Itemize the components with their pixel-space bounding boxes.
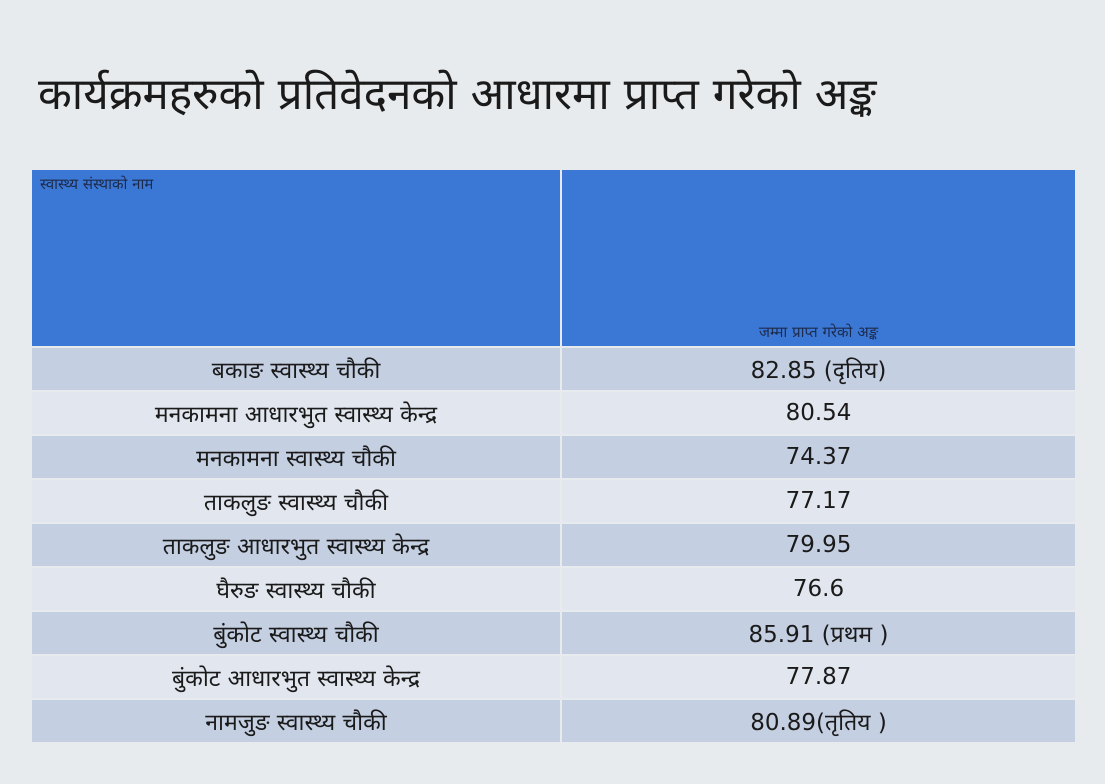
score-table: स्वास्थ्य संस्थाको नाम जम्मा प्राप्त गरेक… — [30, 168, 1077, 744]
header-cell: जम्मा प्राप्त गरेको अङ्क — [560, 168, 1077, 348]
score: 80.54 — [560, 390, 1077, 436]
table-row: मनकामना स्वास्थ्य चौकी 74.37 — [30, 434, 1077, 480]
facility-name: ताकलुङ आधारभुत स्वास्थ्य केन्द्र — [30, 522, 562, 568]
score: 77.87 — [560, 654, 1077, 700]
table-row: मनकामना आधारभुत स्वास्थ्य केन्द्र 80.54 — [30, 390, 1077, 436]
score: 82.85 (दृतिय) — [560, 346, 1077, 392]
facility-name: ताकलुङ स्वास्थ्य चौकी — [30, 478, 562, 524]
score: 80.89(तृतिय ) — [560, 698, 1077, 744]
facility-name: नामजुङ स्वास्थ्य चौकी — [30, 698, 562, 744]
facility-name: घैरुङ स्वास्थ्य चौकी — [30, 566, 562, 612]
header-row: स्वास्थ्य संस्थाको नाम जम्मा प्राप्त गरेक… — [30, 168, 1077, 348]
slide-title: कार्यक्रमहरुको प्रतिवेदनको आधारमा प्राप्… — [38, 69, 877, 120]
facility-name: बुंकोट आधारभुत स्वास्थ्य केन्द्र — [30, 654, 562, 700]
score: 79.95 — [560, 522, 1077, 568]
table-row: बकाङ स्वास्थ्य चौकी 82.85 (दृतिय) — [30, 346, 1077, 392]
table-row: ताकलुङ स्वास्थ्य चौकी 77.17 — [30, 478, 1077, 524]
table-row: ताकलुङ आधारभुत स्वास्थ्य केन्द्र 79.95 — [30, 522, 1077, 568]
table-row: घैरुङ स्वास्थ्य चौकी 76.6 — [30, 566, 1077, 612]
table-row: बुंकोट आधारभुत स्वास्थ्य केन्द्र 77.87 — [30, 654, 1077, 700]
score: 74.37 — [560, 434, 1077, 480]
table-header: स्वास्थ्य संस्थाको नाम जम्मा प्राप्त गरेक… — [30, 168, 1077, 348]
facility-name: मनकामना आधारभुत स्वास्थ्य केन्द्र — [30, 390, 562, 436]
facility-name: मनकामना स्वास्थ्य चौकी — [30, 434, 562, 480]
table-row: नामजुङ स्वास्थ्य चौकी 80.89(तृतिय ) — [30, 698, 1077, 744]
score: 85.91 (प्रथम ) — [560, 610, 1077, 656]
header-cell: स्वास्थ्य संस्थाको नाम — [30, 168, 562, 348]
facility-name: बुंकोट स्वास्थ्य चौकी — [30, 610, 562, 656]
facility-name: बकाङ स्वास्थ्य चौकी — [30, 346, 562, 392]
score: 76.6 — [560, 566, 1077, 612]
table-row: बुंकोट स्वास्थ्य चौकी 85.91 (प्रथम ) — [30, 610, 1077, 656]
table-body: बकाङ स्वास्थ्य चौकी 82.85 (दृतिय) मनकामना … — [30, 346, 1077, 744]
score: 77.17 — [560, 478, 1077, 524]
